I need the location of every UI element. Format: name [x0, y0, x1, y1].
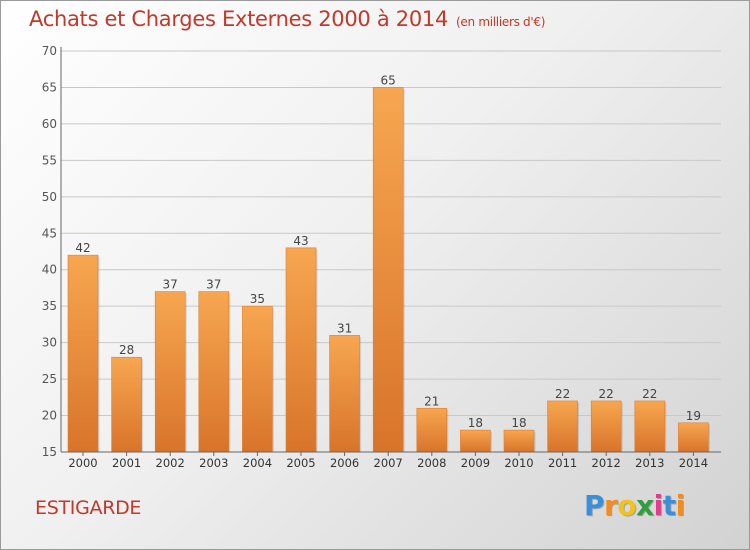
bar-2008 [416, 407, 448, 453]
bar-2013 [634, 400, 666, 453]
bar-value-label: 18 [511, 416, 526, 430]
x-tick-label: 2001 [112, 456, 141, 470]
bar-2014 [678, 422, 709, 453]
bar-2010 [503, 429, 535, 453]
y-tick-label: 50 [42, 190, 57, 204]
x-tick-label: 2011 [548, 456, 577, 470]
logo-letter: i [653, 489, 664, 522]
bar-2007 [372, 87, 404, 453]
y-tick-label: 40 [42, 263, 57, 277]
bar-value-label: 35 [250, 292, 265, 306]
x-tick-label: 2000 [68, 456, 97, 470]
y-tick-label: 65 [42, 80, 57, 94]
commune-name: ESTIGARDE [35, 497, 142, 519]
y-tick-label: 25 [42, 372, 57, 386]
bar-2009 [460, 429, 491, 453]
x-tick-label: 2009 [461, 456, 490, 470]
y-tick-label: 55 [42, 153, 57, 167]
x-tick-label: 2010 [504, 456, 533, 470]
bar-2001 [111, 356, 142, 453]
bar-value-label: 37 [206, 278, 221, 292]
bar-value-label: 22 [555, 387, 570, 401]
x-tick-label: 2007 [374, 456, 403, 470]
x-tick-label: 2006 [330, 456, 359, 470]
chart-title-text: Achats et Charges Externes 2000 à 2014 [29, 7, 449, 31]
axes: 15 20 25 30 35 40 45 50 55 60 65 70 2000 2001 2002 2003… [42, 44, 721, 470]
logo-letter: i [675, 489, 686, 522]
bar-2005 [285, 247, 317, 453]
bar-value-label: 28 [119, 343, 134, 357]
chart-title: Achats et Charges Externes 2000 à 2014 (e… [29, 7, 545, 31]
bar-value-label: 43 [293, 234, 308, 248]
bar-2000 [67, 254, 99, 453]
y-tick-label: 60 [42, 117, 57, 131]
bar-2002 [154, 291, 186, 453]
bar-value-label: 18 [468, 416, 483, 430]
bar-value-label: 22 [599, 387, 614, 401]
x-tick-label: 2012 [592, 456, 621, 470]
bar-value-label: 31 [337, 321, 352, 335]
y-tick-label: 35 [42, 299, 57, 313]
chart-unit: (en milliers d'€) [456, 15, 546, 29]
y-tick-label: 20 [42, 409, 57, 423]
bar-value-label: 22 [642, 387, 657, 401]
y-tick-label: 45 [42, 226, 57, 240]
x-tick-label: 2002 [156, 456, 185, 470]
x-tick-label: 2008 [417, 456, 446, 470]
x-tick-label: 2014 [679, 456, 708, 470]
bar-value-label: 37 [163, 278, 178, 292]
bar-value-label: 65 [381, 73, 396, 87]
bar-2011 [547, 400, 578, 453]
logo-letter: x [636, 489, 654, 522]
bars: 42 28 37 37 35 43 31 65 21 18 18 22 22 22 19 [67, 73, 710, 453]
bar-value-label: 19 [686, 409, 701, 423]
y-tick-label: 30 [42, 336, 57, 350]
y-tick-label: 70 [42, 44, 57, 58]
logo-letter: o [617, 489, 637, 522]
logo-letter: r [604, 489, 618, 522]
bar-2003 [198, 291, 230, 453]
bar-value-label: 42 [75, 241, 90, 255]
logo-letter: t [662, 489, 676, 522]
y-tick-label: 15 [42, 445, 57, 459]
logo-letter: P [584, 489, 605, 522]
bar-2012 [590, 400, 622, 453]
x-tick-label: 2013 [635, 456, 664, 470]
proxiti-logo: Proxiti [584, 489, 685, 522]
x-tick-label: 2003 [199, 456, 228, 470]
x-tick-label: 2004 [243, 456, 272, 470]
bar-value-label: 21 [424, 394, 439, 408]
bar-2004 [242, 305, 273, 453]
bar-2006 [329, 335, 360, 453]
x-tick-label: 2005 [286, 456, 315, 470]
